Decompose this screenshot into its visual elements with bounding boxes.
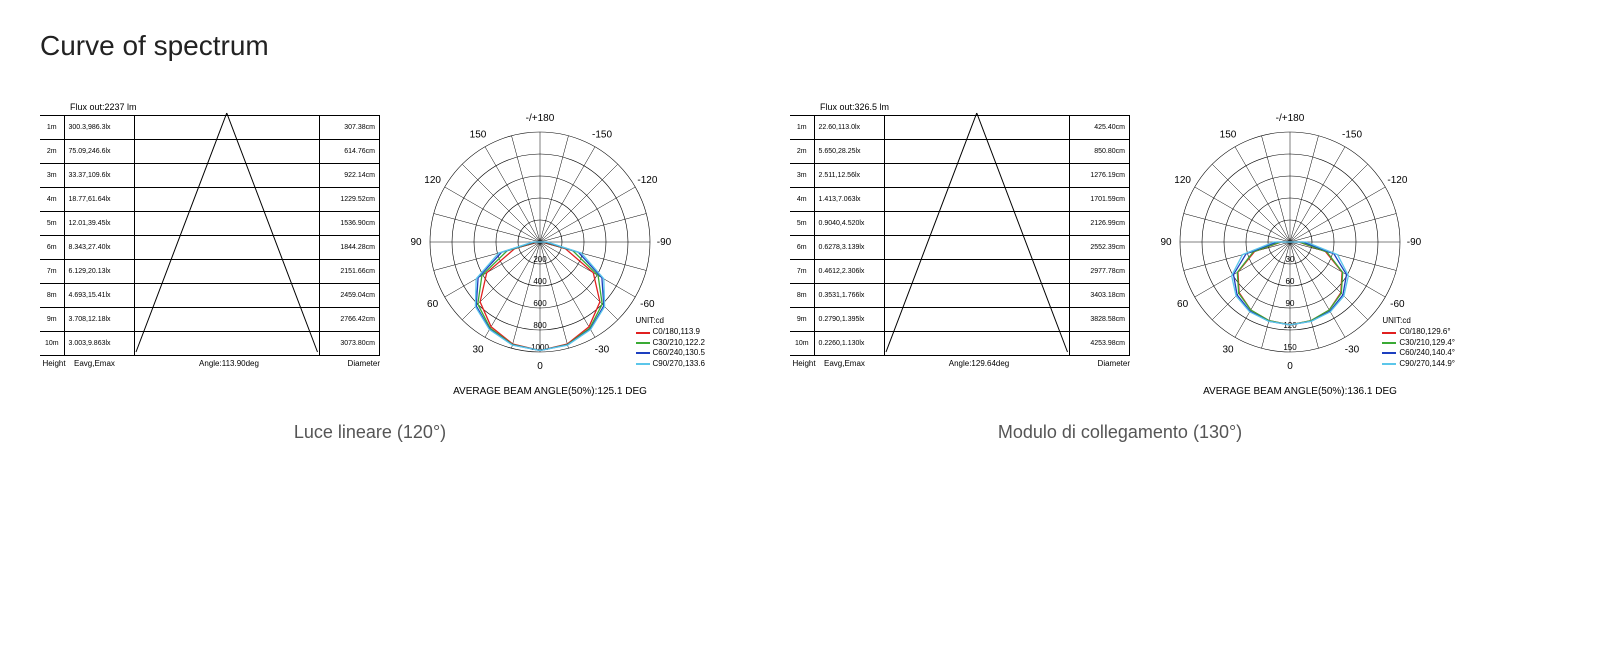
svg-text:-30: -30 bbox=[1345, 344, 1360, 355]
svg-text:-/+180: -/+180 bbox=[1276, 113, 1305, 124]
table-row: 3m33.37,109.6lx922.14cm bbox=[40, 164, 380, 188]
polar-caption: AVERAGE BEAM ANGLE(50%):136.1 DEG bbox=[1150, 386, 1450, 397]
table-row: 6m8.343,27.40lx1844.28cm bbox=[40, 236, 380, 260]
svg-text:200: 200 bbox=[533, 255, 547, 264]
table-row: 3m2.511,12.56lx1276.19cm bbox=[790, 164, 1130, 188]
table-row: 10m3.003,9.863lx3073.80cm bbox=[40, 332, 380, 356]
legend-item: C90/270,133.6 bbox=[636, 359, 706, 369]
svg-text:-120: -120 bbox=[1387, 175, 1407, 186]
legend-item: C30/210,129.4° bbox=[1382, 338, 1455, 348]
flux-out-label: Flux out:2237 lm bbox=[70, 102, 380, 112]
svg-text:120: 120 bbox=[1174, 175, 1191, 186]
cone-diagram: Flux out:326.5 lm 1m22.60,113.0lx425.40cm… bbox=[790, 102, 1130, 368]
svg-text:-60: -60 bbox=[1390, 299, 1405, 310]
table-row: 9m0.2790,1.395lx3828.58cm bbox=[790, 308, 1130, 332]
table-row: 5m12.01,39.45lx1536.90cm bbox=[40, 212, 380, 236]
cone-axis-labels: HeightEavg,EmaxAngle:113.90degDiameter bbox=[40, 359, 380, 368]
table-row: 6m0.6278,3.139lx2552.39cm bbox=[790, 236, 1130, 260]
svg-text:0: 0 bbox=[1287, 361, 1293, 372]
polar-plot: -150 -120 -90 -60 -30 0 30 60 90 120 150 -/+180 200 4… bbox=[400, 102, 700, 397]
svg-text:150: 150 bbox=[1220, 130, 1237, 141]
svg-text:-30: -30 bbox=[595, 344, 610, 355]
polar-caption: AVERAGE BEAM ANGLE(50%):125.1 DEG bbox=[400, 386, 700, 397]
table-row: 5m0.9040,4.520lx2126.99cm bbox=[790, 212, 1130, 236]
table-row: 4m1.413,7.063lx1701.59cm bbox=[790, 188, 1130, 212]
svg-text:120: 120 bbox=[424, 175, 441, 186]
cone-axis-labels: HeightEavg,EmaxAngle:129.64degDiameter bbox=[790, 359, 1130, 368]
legend-item: C30/210,122.2 bbox=[636, 338, 706, 348]
cone-diagram: Flux out:2237 lm 1m300.3,986.3lx307.38cm2… bbox=[40, 102, 380, 368]
panels-row: Flux out:2237 lm1m300.3,986.3lx307.38cm2… bbox=[40, 102, 1560, 443]
legend-item: C0/180,129.6° bbox=[1382, 327, 1455, 337]
polar-legend: UNIT:cdC0/180,113.9C30/210,122.2C60/240,… bbox=[636, 316, 706, 369]
svg-text:-120: -120 bbox=[637, 175, 657, 186]
table-row: 7m6.129,20.13lx2151.66cm bbox=[40, 260, 380, 284]
table-row: 7m0.4612,2.306lx2977.78cm bbox=[790, 260, 1130, 284]
table-row: 1m300.3,986.3lx307.38cm bbox=[40, 116, 380, 140]
illuminance-table: 1m22.60,113.0lx425.40cm2m5.650,28.25lx85… bbox=[790, 115, 1130, 356]
illuminance-table: 1m300.3,986.3lx307.38cm2m75.09,246.6lx61… bbox=[40, 115, 380, 356]
svg-text:150: 150 bbox=[1283, 343, 1297, 352]
svg-text:800: 800 bbox=[533, 321, 547, 330]
spectrum-panel: Flux out:2237 lm1m300.3,986.3lx307.38cm2… bbox=[40, 102, 700, 443]
svg-text:30: 30 bbox=[472, 344, 484, 355]
svg-text:600: 600 bbox=[533, 299, 547, 308]
svg-text:90: 90 bbox=[410, 237, 422, 248]
panel-subtitle: Luce lineare (120°) bbox=[294, 422, 446, 443]
svg-text:30: 30 bbox=[1222, 344, 1234, 355]
table-row: 1m22.60,113.0lx425.40cm bbox=[790, 116, 1130, 140]
svg-text:90: 90 bbox=[1160, 237, 1172, 248]
svg-text:30: 30 bbox=[1286, 255, 1295, 264]
svg-text:-150: -150 bbox=[1342, 130, 1362, 141]
svg-text:150: 150 bbox=[470, 130, 487, 141]
polar-legend: UNIT:cdC0/180,129.6°C30/210,129.4°C60/24… bbox=[1382, 316, 1455, 369]
flux-out-label: Flux out:326.5 lm bbox=[820, 102, 1130, 112]
legend-item: C60/240,130.5 bbox=[636, 348, 706, 358]
panel-subtitle: Modulo di collegamento (130°) bbox=[998, 422, 1242, 443]
table-row: 2m75.09,246.6lx614.76cm bbox=[40, 140, 380, 164]
legend-item: C0/180,113.9 bbox=[636, 327, 706, 337]
svg-text:400: 400 bbox=[533, 277, 547, 286]
svg-text:-/+180: -/+180 bbox=[526, 113, 555, 124]
table-row: 2m5.650,28.25lx850.80cm bbox=[790, 140, 1130, 164]
legend-item: C90/270,144.9° bbox=[1382, 359, 1455, 369]
svg-text:-90: -90 bbox=[1407, 237, 1422, 248]
table-row: 8m0.3531,1.766lx3403.18cm bbox=[790, 284, 1130, 308]
svg-text:60: 60 bbox=[1177, 299, 1189, 310]
svg-text:60: 60 bbox=[1286, 277, 1295, 286]
svg-text:60: 60 bbox=[427, 299, 439, 310]
legend-item: C60/240,140.4° bbox=[1382, 348, 1455, 358]
svg-text:-90: -90 bbox=[657, 237, 672, 248]
table-row: 9m3.708,12.18lx2766.42cm bbox=[40, 308, 380, 332]
svg-text:-60: -60 bbox=[640, 299, 655, 310]
svg-text:-150: -150 bbox=[592, 130, 612, 141]
spectrum-panel: Flux out:326.5 lm 1m22.60,113.0lx425.40cm… bbox=[790, 102, 1450, 443]
table-row: 8m4.693,15.41lx2459.04cm bbox=[40, 284, 380, 308]
table-row: 4m18.77,61.64lx1229.52cm bbox=[40, 188, 380, 212]
table-row: 10m0.2260,1.130lx4253.98cm bbox=[790, 332, 1130, 356]
svg-text:0: 0 bbox=[537, 361, 543, 372]
polar-plot: -150 -120 -90 -60 -30 0 30 60 90 120 150 -/+180 30 60… bbox=[1150, 102, 1450, 397]
svg-text:90: 90 bbox=[1286, 299, 1295, 308]
page-title: Curve of spectrum bbox=[40, 30, 1560, 62]
